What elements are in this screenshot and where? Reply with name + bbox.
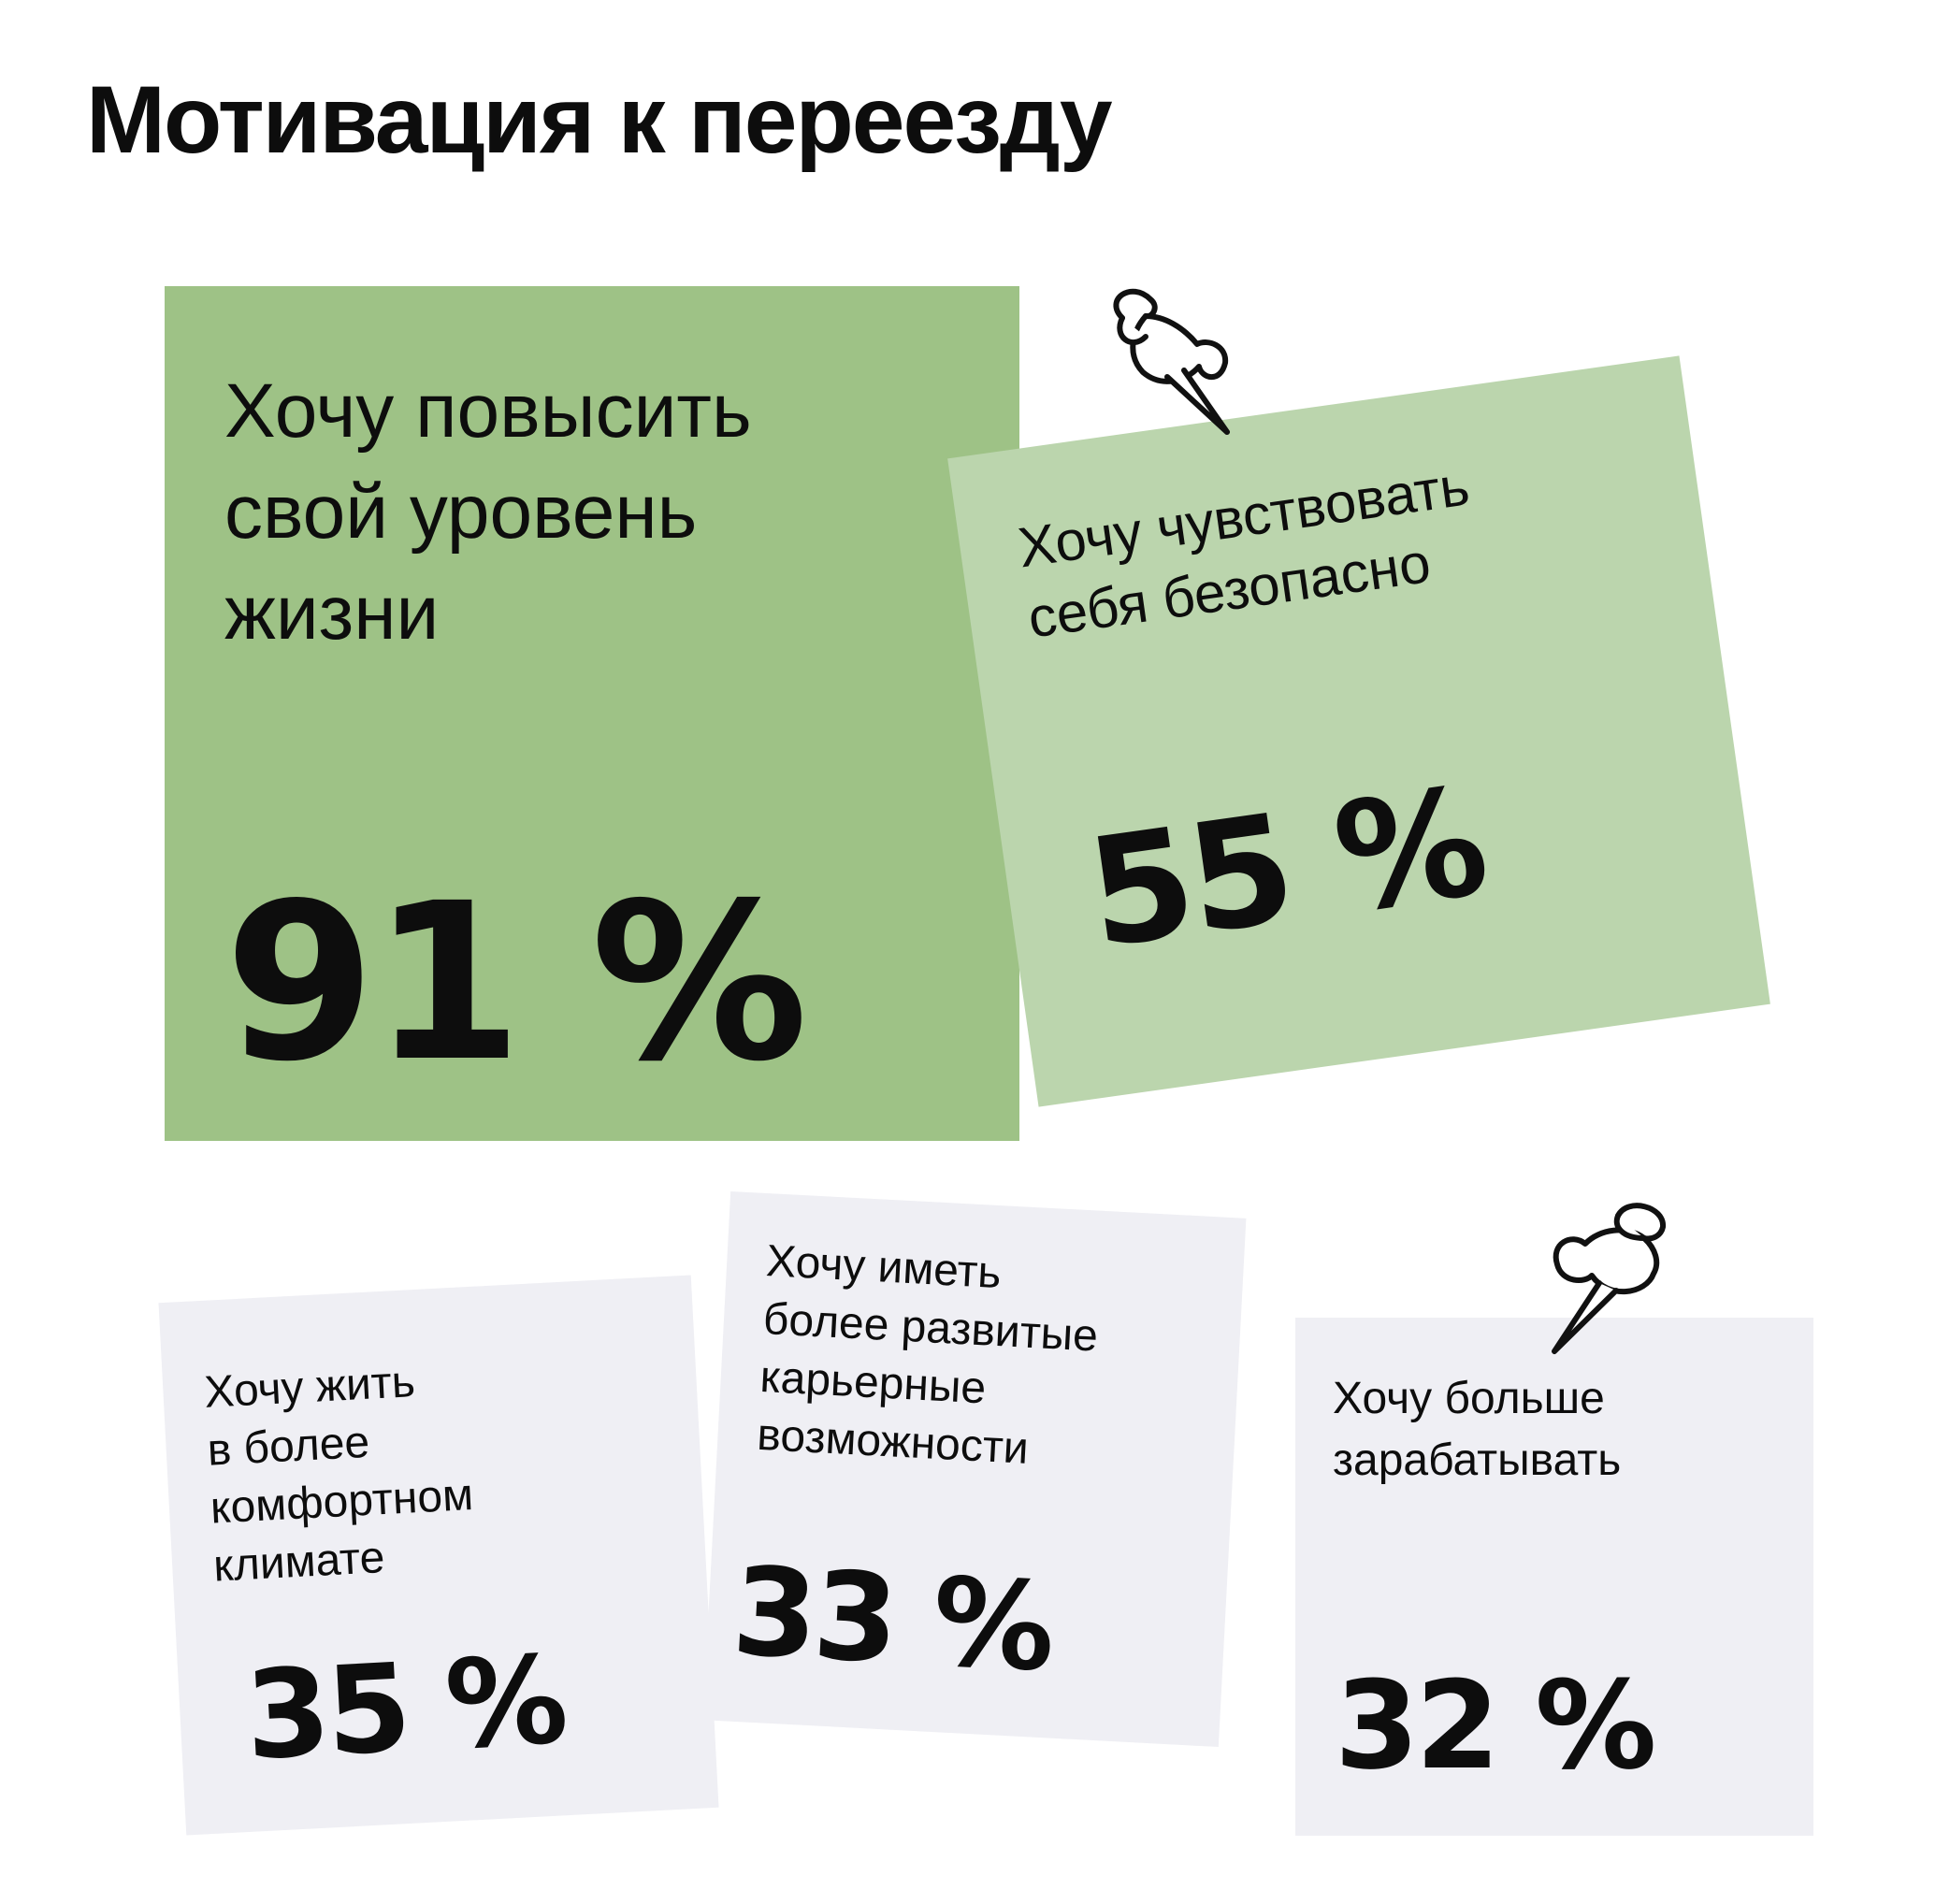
pushpin-icon — [1552, 1203, 1666, 1354]
stat-value: 55 % — [1077, 753, 1495, 982]
stat-value: 32 % — [1335, 1654, 1656, 1796]
stat-card-living-standard: Хочу повысить свой уровень жизни 91 % — [165, 286, 1019, 1141]
stat-value: 33 % — [729, 1539, 1055, 1699]
stat-card-climate: Хочу жить в более комфортном климате 35 … — [158, 1275, 719, 1836]
stat-label: Хочу чувствовать себя безопасно — [1014, 454, 1473, 650]
stat-label: Хочу повысить свой уровень жизни — [224, 368, 752, 656]
stat-value: 35 % — [241, 1628, 568, 1787]
pushpin-icon — [1113, 288, 1230, 435]
stat-label: Хочу иметь более развитые карьерные возм… — [756, 1236, 1100, 1474]
stat-label: Хочу больше зарабатывать — [1333, 1374, 1622, 1485]
page-title: Мотивация к переезду — [86, 66, 1113, 173]
stat-card-career: Хочу иметь более развитые карьерные возм… — [702, 1190, 1247, 1748]
stat-card-income: Хочу больше зарабатывать 32 % — [1295, 1318, 1813, 1836]
stat-label: Хочу жить в более комфортном климате — [203, 1357, 475, 1592]
stat-value: 91 % — [224, 857, 808, 1109]
stat-card-safety: Хочу чувствовать себя безопасно 55 % — [947, 355, 1770, 1107]
